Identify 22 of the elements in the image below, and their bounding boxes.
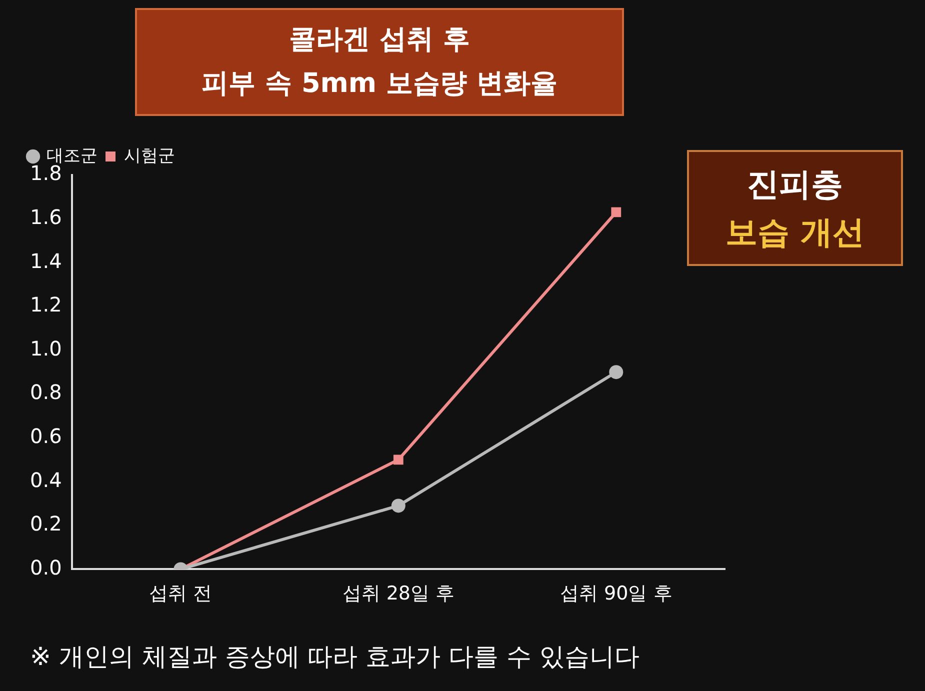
point: [611, 207, 622, 218]
y-tick-label: 0.6: [30, 424, 62, 448]
point: [393, 454, 404, 465]
legend-label: 대조군: [46, 146, 98, 166]
y-tick-label: 0.0: [30, 555, 62, 580]
text: ※ 개인의 체질과 증상에 따라 효과가 다를 수 있습니다: [30, 641, 640, 673]
y-tick-label: 1.6: [30, 205, 62, 230]
x-tick-label: 섭취 전: [149, 582, 212, 605]
y-tick-label: 1.2: [30, 292, 62, 317]
legend-label: 시험군: [124, 146, 175, 166]
chart-title: 콜라겐 섭취 후 피부 속 5mm 보습량 변화율: [135, 8, 624, 116]
point: [391, 498, 406, 513]
y-tick-label: 1.0: [30, 336, 62, 360]
y-tick-label: 0.2: [30, 512, 62, 536]
annotation: 보습 개선: [724, 212, 866, 253]
y-tick-label: 0.4: [30, 468, 62, 492]
x-tick-label: 섭취 28일 후: [342, 582, 455, 605]
x-tick-label: 섭취 90일 후: [560, 582, 672, 605]
y-tick-label: 0.8: [30, 380, 62, 404]
y-tick-label: 1.4: [30, 248, 62, 273]
point: [609, 365, 624, 380]
text: 진피층: [746, 164, 844, 205]
